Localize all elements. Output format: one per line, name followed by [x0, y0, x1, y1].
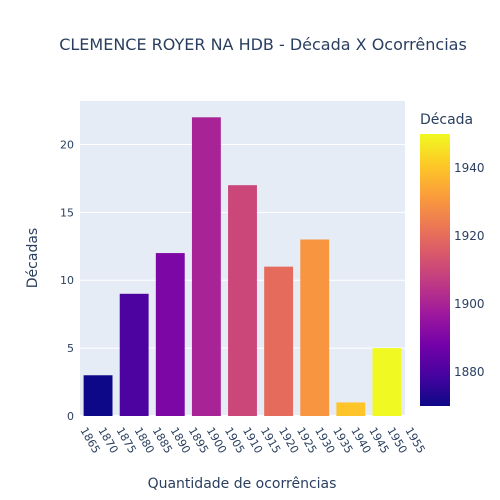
bars — [83, 117, 402, 417]
colorbar-tick-label: 1920 — [454, 229, 485, 243]
y-tick-label: 0 — [67, 410, 74, 423]
colorbar-tick-labels: 1880 1900 1920 1940 — [454, 161, 485, 379]
y-tick-label: 10 — [60, 274, 74, 287]
colorbar-tick-label: 1940 — [454, 161, 485, 175]
colorbar-title: Década — [420, 112, 473, 128]
chart-title: CLEMENCE ROYER NA HDB - Década X Ocorrên… — [59, 35, 467, 54]
y-tick-label: 5 — [67, 342, 74, 355]
bar-1920 — [264, 266, 294, 416]
y-tick-label: 20 — [60, 138, 74, 151]
y-tick-label: 15 — [60, 206, 74, 219]
y-axis-title: Décadas — [25, 228, 41, 288]
bar-1870 — [83, 375, 113, 416]
bar-1880 — [119, 293, 149, 416]
colorbar — [420, 134, 450, 406]
bar-1910 — [228, 185, 257, 416]
colorbar-tick-label: 1880 — [454, 365, 485, 379]
y-tick-labels: 0 5 10 15 20 — [60, 138, 74, 423]
bar-1890 — [155, 253, 185, 416]
colorbar-tick-label: 1900 — [454, 297, 485, 311]
x-axis-title: Quantidade de ocorrências — [148, 476, 337, 492]
bar-1930 — [300, 239, 330, 416]
x-tick-labels: 1865187018751880188518901895190019051910… — [77, 425, 427, 456]
bar-1900 — [191, 117, 221, 417]
bar-1950 — [372, 348, 402, 416]
bar-1940 — [336, 402, 366, 416]
